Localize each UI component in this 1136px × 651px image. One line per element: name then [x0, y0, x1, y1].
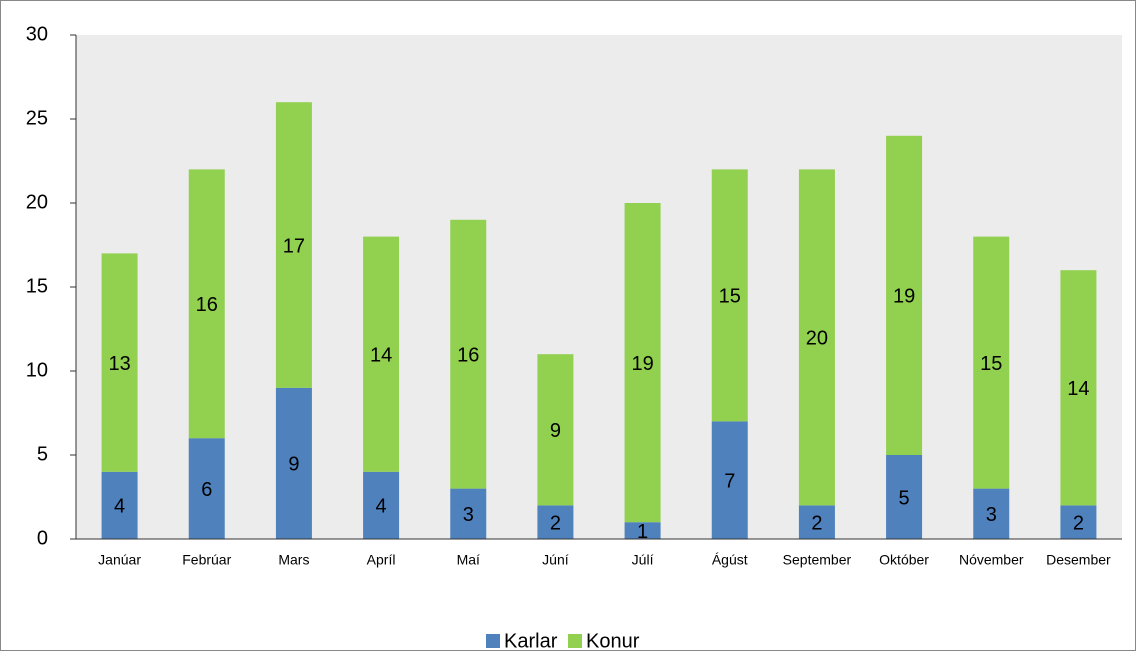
data-label: 14	[1067, 378, 1089, 400]
data-label: 15	[719, 286, 741, 308]
bar-segment	[275, 102, 312, 388]
y-tick-label: 15	[26, 275, 48, 297]
bar-segment	[188, 438, 225, 539]
bar-segment	[624, 522, 661, 539]
bar-segment	[1060, 270, 1097, 506]
data-label: 3	[986, 504, 997, 526]
bar-segment	[798, 505, 835, 539]
bar-segment	[450, 488, 487, 539]
data-label: 14	[370, 344, 392, 366]
y-tick-label: 25	[26, 107, 48, 129]
bar-segment	[101, 253, 138, 472]
bar-segment	[886, 135, 923, 456]
bar-segment	[537, 505, 574, 539]
data-label: 13	[108, 353, 130, 375]
data-label: 1	[637, 521, 648, 543]
data-label: 2	[1073, 512, 1084, 534]
bar-segment	[1060, 505, 1097, 539]
x-tick-label: Júlí	[632, 552, 654, 568]
x-tick-label: Janúar	[98, 552, 141, 568]
data-label: 20	[806, 328, 828, 350]
legend-swatch	[568, 634, 582, 648]
legend-label: Konur	[586, 630, 640, 651]
bar-segment	[973, 488, 1010, 539]
bar-segment	[798, 169, 835, 506]
plot-area	[76, 35, 1122, 539]
bar-segment	[363, 471, 400, 539]
x-tick-label: September	[783, 552, 852, 568]
bar-segment	[188, 169, 225, 439]
data-label: 9	[288, 454, 299, 476]
x-tick-label: Júní	[542, 552, 569, 568]
data-label: 15	[980, 353, 1002, 375]
x-tick-label: Maí	[457, 552, 480, 568]
x-tick-label: Mars	[278, 552, 309, 568]
bar-segment	[624, 203, 661, 523]
data-label: 2	[550, 512, 561, 534]
data-label: 7	[724, 470, 735, 492]
data-label: 6	[201, 479, 212, 501]
bar-segment	[537, 354, 574, 506]
x-tick-label: Desember	[1046, 552, 1111, 568]
y-tick-label: 5	[37, 443, 48, 465]
x-tick-label: Október	[879, 552, 929, 568]
y-tick-label: 20	[26, 191, 48, 213]
data-label: 19	[893, 286, 915, 308]
data-label: 9	[550, 420, 561, 442]
x-tick-label: Nóvember	[959, 552, 1024, 568]
y-tick-label: 10	[26, 359, 48, 381]
bar-segment	[711, 421, 748, 539]
bar-segment	[275, 387, 312, 539]
x-tick-label: Ágúst	[712, 552, 748, 568]
data-label: 17	[283, 235, 305, 257]
bar-segment	[450, 219, 487, 489]
x-tick-label: Febrúar	[182, 552, 231, 568]
data-label: 5	[899, 487, 910, 509]
bar-segment	[711, 169, 748, 422]
data-label: 4	[114, 496, 125, 518]
data-label: 4	[376, 496, 387, 518]
data-label: 2	[811, 512, 822, 534]
bar-segment	[101, 471, 138, 539]
bar-segment	[973, 236, 1010, 489]
data-label: 16	[196, 294, 218, 316]
data-label: 3	[463, 504, 474, 526]
legend-label: Karlar	[504, 630, 558, 651]
bar-segment	[886, 455, 923, 539]
bar-segment	[363, 236, 400, 472]
y-tick-label: 30	[26, 23, 48, 45]
x-tick-label: Apríl	[367, 552, 396, 568]
legend-swatch	[486, 634, 500, 648]
data-label: 16	[457, 344, 479, 366]
y-tick-label: 0	[37, 527, 48, 549]
data-label: 19	[631, 353, 653, 375]
